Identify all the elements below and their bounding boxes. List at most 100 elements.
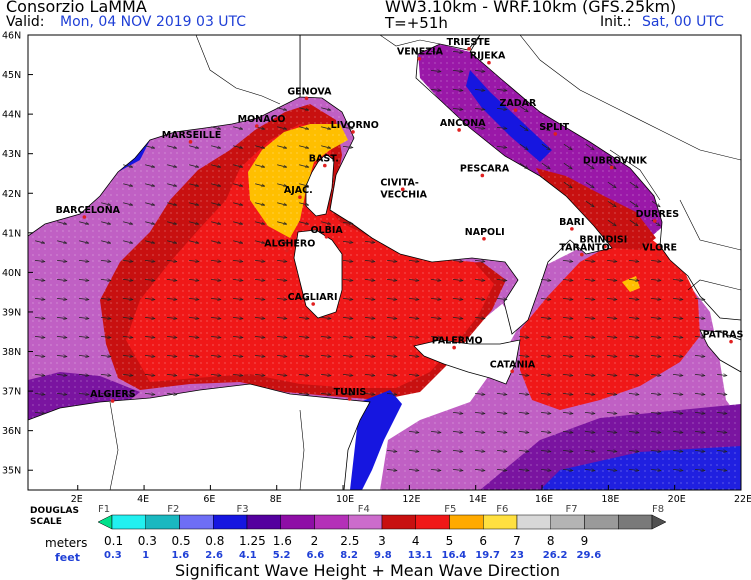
city-label: GENOVA <box>287 86 332 97</box>
direction-arrow <box>606 355 617 356</box>
feet-label: feet <box>55 551 80 564</box>
direction-arrow <box>78 279 89 280</box>
direction-arrow <box>452 279 463 280</box>
direction-arrow <box>430 298 441 299</box>
direction-arrow <box>254 279 265 280</box>
direction-arrow <box>540 336 551 337</box>
direction-arrow <box>694 412 705 413</box>
city-label: VECCHIA <box>380 189 427 200</box>
direction-arrow <box>34 374 45 375</box>
direction-arrow <box>342 374 353 375</box>
direction-arrow <box>364 374 375 375</box>
direction-arrow <box>189 164 199 167</box>
direction-arrow <box>145 240 155 243</box>
direction-arrow <box>100 317 111 318</box>
direction-arrow <box>211 145 221 148</box>
direction-arrow <box>122 393 133 394</box>
city-marker <box>82 215 87 219</box>
direction-arrow <box>277 202 287 205</box>
direction-arrow <box>650 393 661 394</box>
direction-arrow <box>474 260 485 261</box>
direction-arrow <box>166 355 177 356</box>
direction-arrow <box>34 279 45 280</box>
direction-arrow <box>672 279 683 280</box>
direction-arrow <box>299 145 309 148</box>
direction-arrow <box>144 355 155 356</box>
org-title: Consorzio LaMMA <box>6 0 147 16</box>
direction-arrow <box>408 260 419 261</box>
legend-caption: Significant Wave Height + Mean Wave Dire… <box>175 561 560 580</box>
direction-arrow <box>145 164 155 167</box>
douglas-force: F5 <box>444 504 457 515</box>
direction-arrow <box>320 374 331 375</box>
feet-value: 29.6 <box>576 550 602 561</box>
direction-arrow <box>540 279 551 280</box>
lon-label: 18E <box>601 494 619 505</box>
direction-arrow <box>56 374 67 375</box>
direction-arrow <box>452 51 463 52</box>
direction-arrow <box>607 200 616 207</box>
direction-arrow <box>563 162 572 169</box>
direction-arrow <box>694 374 705 375</box>
direction-arrow <box>672 431 683 432</box>
wave-height-map: 46N 45N 44N 43N 42N 41N 40N 39N 38N 37N 36N 35N 2E 4E… <box>2 31 751 506</box>
direction-arrow <box>585 143 594 150</box>
direction-arrow <box>607 181 616 188</box>
direction-arrow <box>364 317 375 318</box>
meters-value: 2.5 <box>340 534 360 548</box>
direction-arrow <box>519 124 528 131</box>
land-balkans <box>469 35 741 321</box>
direction-arrow <box>320 336 331 337</box>
legend-swatch <box>618 514 653 530</box>
direction-arrow <box>101 221 111 224</box>
direction-arrow <box>211 240 221 243</box>
valid-value: Mon, 04 NOV 2019 03 UTC <box>60 14 247 30</box>
city-label: LIVORNO <box>331 120 379 131</box>
direction-arrow <box>35 240 45 243</box>
direction-arrow <box>430 70 441 71</box>
city-label: PESCARA <box>460 163 510 174</box>
direction-arrow <box>496 298 507 299</box>
direction-arrow <box>452 469 463 470</box>
direction-arrow <box>518 355 529 356</box>
legend-swatch <box>246 514 281 530</box>
direction-arrow <box>452 298 463 299</box>
direction-arrow <box>56 393 67 394</box>
city-marker <box>652 219 657 223</box>
direction-arrow <box>189 240 199 243</box>
direction-arrow <box>408 279 419 280</box>
direction-arrow <box>299 164 309 167</box>
direction-arrow <box>342 241 353 242</box>
direction-arrow <box>342 298 353 299</box>
direction-arrow <box>474 70 485 71</box>
direction-arrow <box>540 450 551 451</box>
direction-arrow <box>57 221 67 224</box>
direction-arrow <box>101 202 111 205</box>
direction-arrow <box>233 221 243 224</box>
direction-arrow <box>694 393 705 394</box>
direction-arrow <box>584 298 595 299</box>
city-label: TARANTO <box>559 243 609 254</box>
direction-arrow <box>232 279 243 280</box>
direction-arrow <box>628 469 639 470</box>
direction-arrow <box>320 393 331 394</box>
city-label: RIJEKA <box>470 51 506 62</box>
douglas-force: F8 <box>652 504 665 515</box>
valid-label: Valid: <box>6 14 45 30</box>
direction-arrow <box>607 219 616 226</box>
direction-arrow <box>254 336 265 337</box>
direction-arrow <box>408 374 419 375</box>
city-marker <box>656 252 660 257</box>
direction-arrow <box>562 355 573 356</box>
meters-value: 6 <box>479 534 488 548</box>
direction-arrow <box>606 393 617 394</box>
city-label: TUNIS <box>334 387 367 398</box>
direction-arrow <box>56 317 67 318</box>
direction-arrow <box>518 393 529 394</box>
direction-arrow <box>188 374 199 375</box>
direction-arrow <box>78 298 89 299</box>
direction-arrow <box>606 374 617 375</box>
direction-arrow <box>628 393 639 394</box>
lat-label: 40N <box>2 268 21 279</box>
direction-arrow <box>474 393 485 394</box>
